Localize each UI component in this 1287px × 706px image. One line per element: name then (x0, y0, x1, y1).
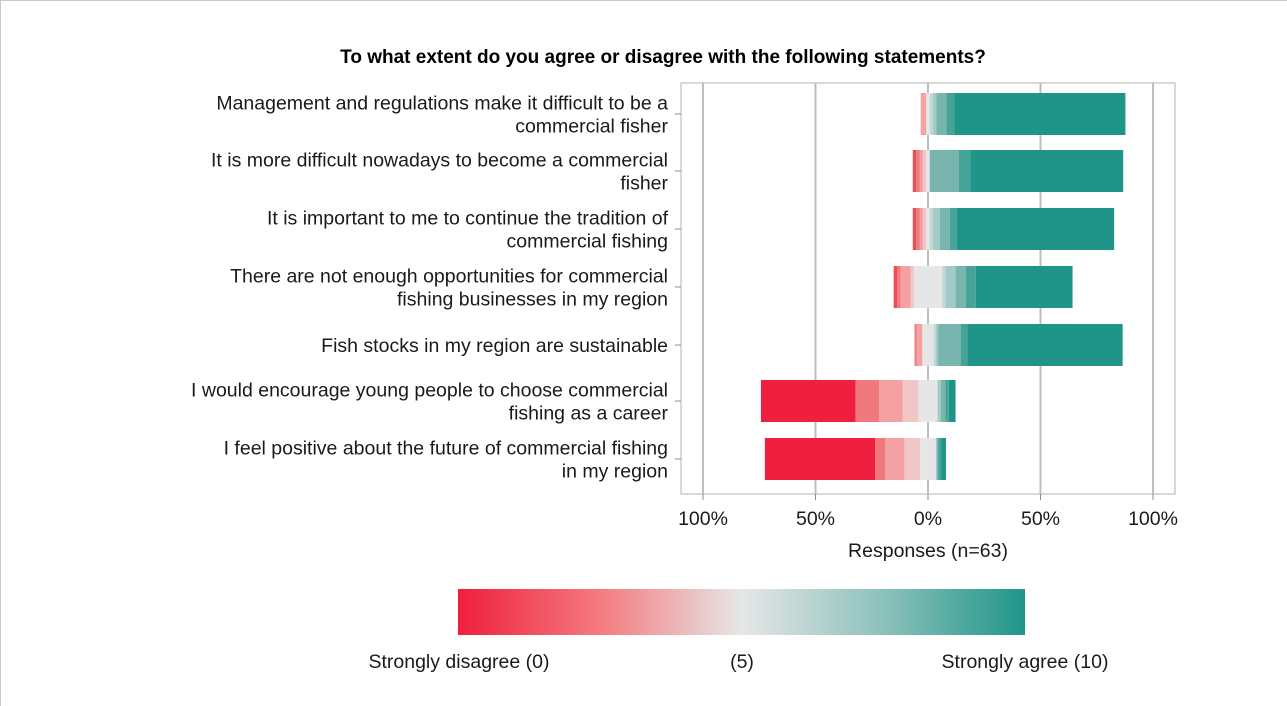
bar-segment-r3-level-9 (965, 266, 976, 308)
bar-segment-r6-level-4 (904, 438, 921, 480)
bar-segment-r6-level-5 (920, 438, 936, 480)
bar-segment-r2-level-1 (912, 208, 917, 250)
bar-segment-r3-level-2 (897, 266, 901, 308)
bar-segment-r2-level-10 (956, 208, 1115, 250)
category-label-r3-line-1: fishing businesses in my region (397, 289, 668, 311)
bar-segment-r5-level-4 (902, 380, 919, 422)
bar-segment-r6-level-10 (941, 438, 946, 480)
legend-color-bar (458, 589, 1025, 635)
category-label-r6-line-1: in my region (562, 461, 668, 483)
bar-segment-r5-level-7 (937, 380, 941, 422)
bar-row-2 (912, 208, 1115, 250)
bar-row-5 (760, 380, 956, 422)
bar-segment-r3-level-6 (942, 266, 946, 308)
bar-segment-r2-level-2 (916, 208, 920, 250)
bar-segment-r3-level-10 (975, 266, 1073, 308)
category-label-r4-line-0: Fish stocks in my region are sustainable (321, 335, 668, 357)
bar-segment-r6-level-0 (764, 438, 876, 480)
bar-segment-r6-level-2 (875, 438, 886, 480)
bar-segment-r5-level-8 (940, 380, 946, 422)
bar-segment-r1-level-3 (919, 150, 923, 192)
category-labels: Management and regulations make it diffi… (191, 93, 681, 483)
category-label-r5-line-1: fishing as a career (509, 403, 669, 425)
bars (760, 93, 1126, 480)
bar-segment-r6-level-7 (935, 438, 937, 480)
bar-row-6 (764, 438, 946, 480)
bar-segment-r6-level-9 (938, 438, 942, 480)
bar-segment-r4-level-8 (938, 324, 961, 366)
bar-segment-r5-level-5 (918, 380, 938, 422)
bar-segment-r1-level-10 (970, 150, 1124, 192)
bar-segment-r5-level-3 (879, 380, 903, 422)
bar-segment-r0-level-3 (920, 93, 927, 135)
bar-segment-r3-level-7 (945, 266, 956, 308)
x-axis-title: Responses (n=63) (848, 540, 1008, 562)
bar-segment-r1-level-5 (926, 150, 930, 192)
chart-title: To what extent do you agree or disagree … (340, 47, 986, 68)
bar-segment-r2-level-4 (922, 208, 927, 250)
bar-segment-r3-level-1 (893, 266, 898, 308)
category-label-r2-line-1: commercial fishing (507, 231, 668, 253)
bar-segment-r0-level-10 (954, 93, 1126, 135)
bar-segment-r2-level-8 (939, 208, 950, 250)
bar-segment-r5-level-0 (760, 380, 856, 422)
bar-row-4 (914, 324, 1123, 366)
bar-segment-r0-level-9 (946, 93, 955, 135)
bar-segment-r4-level-7 (935, 324, 939, 366)
legend-label-strongly-agree: Strongly agree (10) (942, 651, 1109, 673)
x-tick-label-1: 50% (796, 508, 835, 530)
bar-segment-r5-level-10 (948, 380, 956, 422)
category-label-r5-line-0: I would encourage young people to choose… (191, 380, 668, 402)
bar-segment-r1-level-8 (929, 150, 959, 192)
bar-segment-r5-level-9 (945, 380, 949, 422)
category-label-r0-line-0: Management and regulations make it diffi… (216, 93, 668, 115)
bar-row-1 (912, 150, 1124, 192)
bar-segment-r2-level-5 (926, 208, 930, 250)
category-label-r3-line-0: There are not enough opportunities for c… (230, 266, 668, 288)
bar-segment-r4-level-10 (967, 324, 1123, 366)
bar-segment-r1-level-1 (912, 150, 917, 192)
bar-segment-r0-level-8 (936, 93, 947, 135)
bar-segment-r4-level-6 (933, 324, 936, 366)
bar-segment-r6-level-3 (885, 438, 905, 480)
bar-row-3 (893, 266, 1073, 308)
x-tick-label-0: 100% (678, 508, 728, 530)
bar-segment-r6-level-8 (937, 438, 939, 480)
x-tick-label-2: 0% (914, 508, 942, 530)
bar-segment-r2-level-6 (929, 208, 934, 250)
legend-label-strongly-disagree: Strongly disagree (0) (368, 651, 549, 673)
bar-segment-r2-level-7 (933, 208, 940, 250)
bar-segment-r5-level-2 (855, 380, 880, 422)
bar-segment-r2-level-9 (949, 208, 957, 250)
bar-segment-r0-level-5 (926, 93, 930, 135)
bar-segment-r3-level-3 (900, 266, 911, 308)
bar-segment-r4-level-5 (922, 324, 934, 366)
bar-segment-r1-level-2 (916, 150, 920, 192)
bar-segment-r1-level-9 (958, 150, 971, 192)
x-tick-label-3: 50% (1021, 508, 1060, 530)
bar-segment-r3-level-8 (955, 266, 966, 308)
bar-row-0 (920, 93, 1126, 135)
bar-segment-r2-level-3 (919, 208, 923, 250)
category-label-r2-line-0: It is important to me to continue the tr… (267, 208, 669, 230)
bar-segment-r3-level-5 (913, 266, 943, 308)
bar-segment-r0-level-7 (933, 93, 937, 135)
category-label-r1-line-0: It is more difficult nowadays to become … (211, 150, 668, 172)
bar-segment-r4-level-9 (960, 324, 968, 366)
bar-segment-r4-level-3 (916, 324, 923, 366)
x-tick-label-4: 100% (1128, 508, 1178, 530)
bar-segment-r0-level-6 (929, 93, 934, 135)
bar-segment-r1-level-4 (922, 150, 927, 192)
category-label-r0-line-1: commercial fisher (515, 116, 668, 138)
category-label-r1-line-1: fisher (620, 173, 668, 195)
x-axis-ticks: 100% 50% 0% 50% 100% (678, 494, 1178, 530)
bar-segment-r3-level-4 (910, 266, 914, 308)
legend-label-neutral: (5) (730, 651, 754, 673)
bar-segment-r4-level-2 (914, 324, 917, 366)
category-label-r6-line-0: I feel positive about the future of comm… (224, 438, 668, 460)
